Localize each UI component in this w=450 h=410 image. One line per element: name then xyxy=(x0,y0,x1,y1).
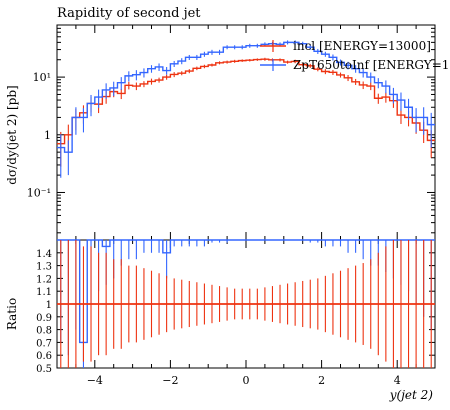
zpt-series-line xyxy=(57,41,435,153)
main-y-tick-label: 10¹ xyxy=(33,71,51,84)
ratio-y-tick-label: 1 xyxy=(46,300,52,311)
ratio-y-tick-label: 1.3 xyxy=(36,262,52,273)
incl-series-line xyxy=(57,58,435,145)
ratio-x-tick-label: 2 xyxy=(318,374,325,387)
main-y-axis-label: dσ/dy(jet 2) [pb] xyxy=(5,85,19,184)
main-y-tick-label: 10⁻¹ xyxy=(27,186,51,199)
ratio-y-tick-label: 0.5 xyxy=(36,364,52,375)
ratio-y-tick-label: 0.9 xyxy=(36,313,52,324)
ratio-x-tick-label: −4 xyxy=(87,374,103,387)
ratio-y-tick-label: 0.8 xyxy=(36,326,52,337)
ratio-y-tick-label: 1.4 xyxy=(36,249,52,260)
ratio-x-tick-label: −2 xyxy=(162,374,178,387)
legend-label-0: incl [ENERGY=13000] xyxy=(293,39,431,53)
ratio-y-axis-label: Ratio xyxy=(5,298,19,330)
main-y-axis: 10⁻¹ 1 10¹ xyxy=(27,24,435,234)
x-axis-label: y(jet 2) xyxy=(389,388,434,402)
main-y-tick-label: 1 xyxy=(44,129,51,142)
legend: incl [ENERGY=13000] ZpT650toInf [ENERGY=1… xyxy=(260,39,450,72)
legend-label-1: ZpT650toInf [ENERGY=13000] xyxy=(293,58,450,72)
ratio-x-tick-label: 4 xyxy=(394,374,401,387)
main-plot-panel: 10⁻¹ 1 10¹ dσ/dy(jet 2) [pb] xyxy=(5,24,436,241)
main-series-layer xyxy=(57,40,435,178)
ratio-y-tick-label: 1.2 xyxy=(36,274,52,285)
ratio-y-tick-label: 0.7 xyxy=(36,338,52,349)
ratio-series-layer xyxy=(57,239,435,368)
ratio-y-axis: 0.5 0.6 0.70.8 0.9 1 1.1 1.21.3 1.4 xyxy=(36,249,435,375)
ratio-y-tick-label: 0.6 xyxy=(36,351,52,362)
chart-title: Rapidity of second jet xyxy=(57,6,201,21)
zpt-ratio-series-line xyxy=(57,239,435,344)
ratio-plot-panel: 0.5 0.6 0.70.8 0.9 1 1.1 1.21.3 1.4 −4 −2 0 2 4 Rat… xyxy=(5,239,436,402)
ratio-x-tick-label: 0 xyxy=(243,374,250,387)
ratio-y-tick-label: 1.1 xyxy=(36,287,52,298)
